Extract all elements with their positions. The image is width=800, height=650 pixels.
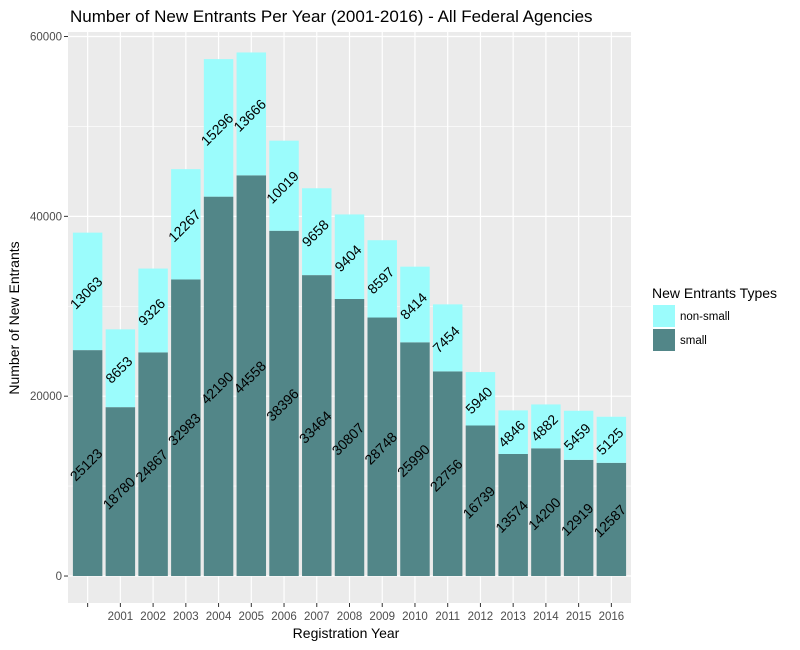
- x-axis-title: Registration Year: [293, 625, 400, 641]
- x-tick-label: 2016: [599, 611, 625, 623]
- y-tick-label: 20000: [30, 391, 62, 403]
- x-tick-label: 2007: [304, 611, 330, 623]
- bar-non-small-2011: [432, 304, 463, 372]
- bar-non-small-2012: [465, 372, 496, 426]
- x-axis: 2001 2002 2003 2004 2005 2006 2007 2008 2009 2010…: [87, 603, 625, 623]
- x-tick-label: 2015: [566, 611, 592, 623]
- bar-non-small-2003: [171, 169, 201, 280]
- x-tick-label: 2008: [337, 611, 363, 623]
- x-tick-label: 2001: [108, 611, 134, 623]
- bar-non-small-2013: [498, 410, 528, 454]
- bar-small-2009: [367, 317, 397, 577]
- bar-non-small-2004: [203, 59, 234, 197]
- y-tick-label: 60000: [30, 31, 62, 43]
- bars: [72, 52, 627, 577]
- x-tick-label: 2004: [206, 611, 232, 623]
- chart-title: Number of New Entrants Per Year (2001-20…: [70, 7, 593, 26]
- x-tick-label: 2011: [435, 611, 460, 623]
- bar-small-2007: [302, 275, 332, 577]
- bar-small-2002: [138, 352, 168, 577]
- bar-small-2004: [203, 196, 234, 577]
- legend-label-non-small: non-small: [680, 311, 730, 323]
- legend-swatch-non-small: [653, 305, 675, 327]
- bar-small-2013: [498, 453, 528, 577]
- y-tick-label: 0: [56, 571, 62, 583]
- bar-small-2008: [334, 299, 365, 577]
- bar-non-small-2014: [531, 404, 561, 449]
- y-axis-title: Number of New Entrants: [6, 241, 22, 394]
- x-tick-label: 2009: [369, 611, 395, 623]
- bar-non-small-2009: [367, 240, 397, 318]
- x-tick-label: 2010: [402, 611, 428, 623]
- bar-small-2014: [531, 448, 561, 577]
- x-tick-label: 2005: [239, 611, 265, 623]
- x-tick-label: 2014: [533, 611, 559, 623]
- bar-non-small-2007: [302, 188, 332, 276]
- x-tick-label: 2002: [140, 611, 166, 623]
- bar-non-small-2008: [334, 214, 365, 300]
- x-tick-label: 2006: [271, 611, 297, 623]
- x-tick-label: 2003: [173, 611, 199, 623]
- bar-small-2003: [171, 279, 201, 577]
- bar-non-small-2005: [236, 52, 267, 176]
- bar-small-2001: [105, 407, 136, 577]
- bar-small-2012: [465, 425, 496, 577]
- bar-non-small-2010: [400, 266, 430, 343]
- bar-small-2011: [432, 371, 463, 577]
- bar-non-small-2001: [105, 329, 136, 408]
- bar-small-2010: [400, 342, 430, 577]
- legend-label-small: small: [680, 335, 707, 347]
- bar-small-2016: [596, 462, 627, 577]
- bar-non-small-2002: [138, 268, 168, 353]
- bar-small-2006: [269, 230, 299, 577]
- bar-small-2005: [236, 175, 267, 577]
- x-tick-label: 2013: [500, 611, 526, 623]
- bar-non-small-2006: [269, 140, 299, 231]
- bar-small-first: [72, 350, 103, 577]
- legend-title: New Entrants Types: [652, 285, 777, 301]
- x-tick-label: 2012: [468, 611, 494, 623]
- legend-swatch-small: [653, 329, 675, 351]
- y-tick-label: 40000: [30, 211, 62, 223]
- bar-non-small-first: [72, 232, 103, 351]
- legend: New Entrants Types non-small small: [652, 285, 777, 351]
- bar-non-small-2015: [563, 410, 594, 460]
- y-axis: 0 20000 40000 60000: [30, 31, 68, 583]
- bar-non-small-2016: [596, 416, 627, 463]
- bar-small-2015: [563, 459, 594, 577]
